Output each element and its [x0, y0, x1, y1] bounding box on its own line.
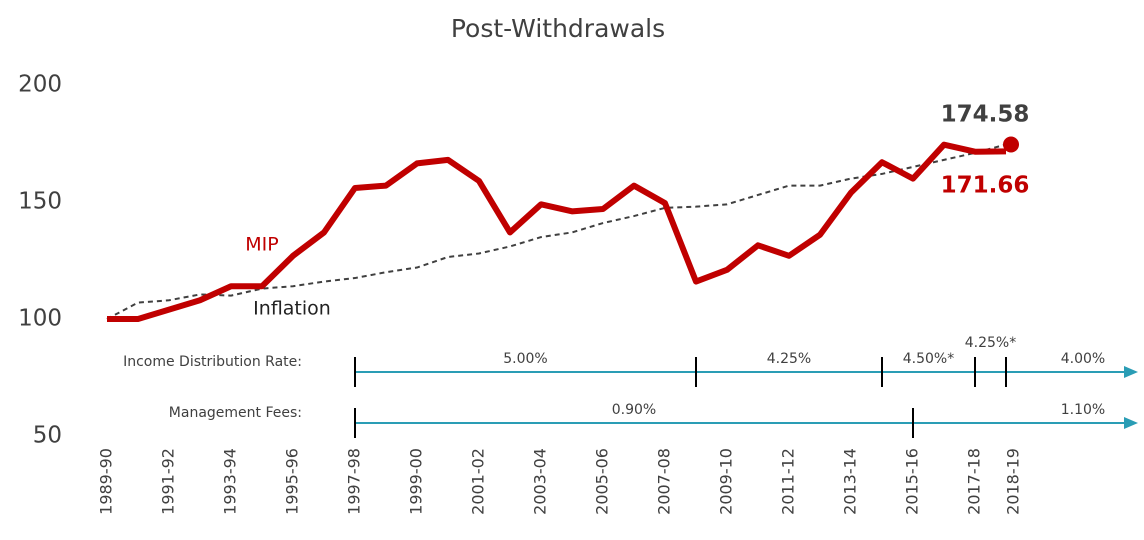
x-tick-label: 1997-98	[345, 448, 364, 515]
inflation-line	[106, 143, 1007, 320]
x-tick-label: 1993-94	[221, 448, 240, 515]
arrow-head	[1124, 366, 1138, 378]
x-tick-label: 2009-10	[717, 448, 736, 515]
end-dot	[1003, 136, 1019, 153]
arrow-head	[1124, 417, 1138, 429]
x-tick-label: 2013-14	[841, 448, 860, 515]
x-tick-label: 2001-02	[469, 448, 488, 515]
mip-line	[107, 141, 1007, 322]
period-rate: 4.25%*	[965, 335, 1016, 351]
x-tick-label: 2005-06	[593, 448, 612, 515]
period-rate: 5.00%	[503, 351, 547, 367]
period-rate: 4.00%	[1061, 351, 1105, 367]
x-tick-label: 1995-96	[283, 448, 302, 515]
x-tick-label: 2011-12	[779, 448, 798, 515]
series-label: Inflation	[253, 298, 331, 320]
end-label: 174.58	[941, 102, 1030, 128]
x-tick-label: 1999-00	[407, 448, 426, 515]
y-tick-label: 100	[18, 306, 62, 332]
row-label: Income Distribution Rate:	[123, 354, 302, 370]
x-tick-label: 2015-16	[903, 448, 922, 515]
period-rate: 1.10%	[1061, 402, 1105, 418]
x-tick-label: 1989-90	[97, 448, 116, 515]
period-rate: 0.90%	[612, 402, 656, 418]
y-tick-label: 50	[33, 423, 62, 449]
period-rate: 4.50%*	[903, 351, 954, 367]
row-label: Management Fees:	[169, 405, 302, 421]
end-label: 171.66	[941, 173, 1030, 199]
period-rate: 4.25%	[767, 351, 811, 367]
y-tick-label: 150	[18, 189, 62, 215]
series-label: MIP	[245, 234, 278, 256]
chart-title: Post-Withdrawals	[451, 14, 665, 43]
x-tick-label: 2017-18	[965, 448, 984, 515]
x-tick-label: 2007-08	[655, 448, 674, 515]
y-tick-label: 200	[18, 72, 62, 98]
x-tick-label: 1991-92	[159, 448, 178, 515]
x-tick-label: 2003-04	[531, 448, 550, 515]
x-tick-label: 2018-19	[1004, 448, 1023, 515]
